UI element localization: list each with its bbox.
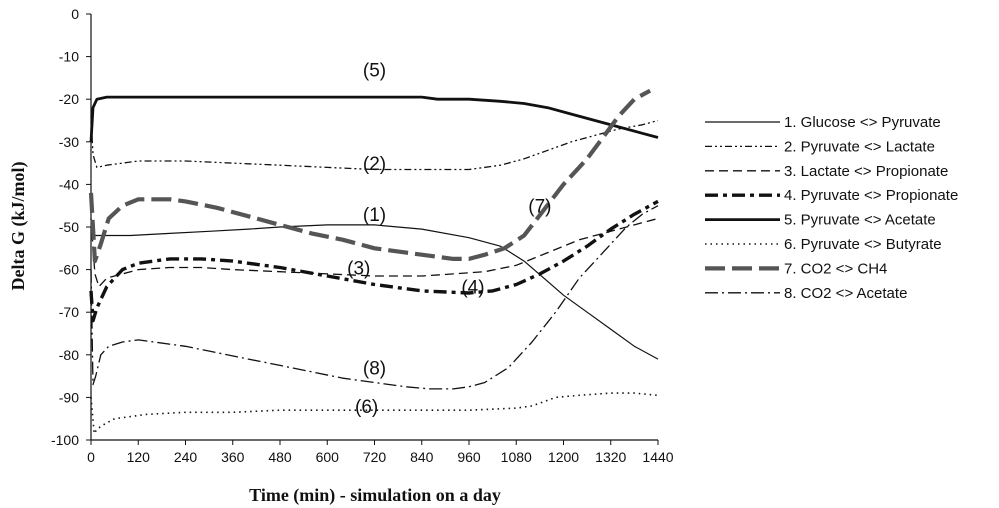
x-tick-label: 720 — [363, 449, 387, 465]
x-axis-title: Time (min) - simulation on a day — [249, 485, 501, 506]
series-line-7 — [88, 88, 652, 264]
y-tick-label: -50 — [59, 219, 79, 235]
x-tick-label: 840 — [410, 449, 434, 465]
series-line-5 — [89, 95, 659, 142]
series-line-1 — [91, 224, 659, 360]
legend-label: 7. CO2 <> CH4 — [784, 260, 887, 277]
annotation-layer: (5) (2) (1) (3) (4) (7) (8) (6) — [347, 60, 551, 418]
axes: 0 -10 -20 -30 -40 -50 -60 -70 -80 -90 -100 0 120 240 3… — [51, 6, 674, 465]
y-tick-label: -100 — [51, 432, 79, 448]
y-tick-label: -10 — [59, 49, 79, 65]
y-tick-label: 0 — [71, 6, 79, 22]
y-tick-label: -60 — [59, 262, 79, 278]
series-annotation: (7) — [528, 197, 551, 218]
legend: 1. Glucose <> Pyruvate 2. Pyruvate <> Lac… — [705, 114, 958, 302]
x-tick-label: 1440 — [642, 449, 673, 465]
y-tick-label: -90 — [59, 389, 79, 405]
series-annotation: (2) — [363, 154, 386, 175]
legend-label: 2. Pyruvate <> Lactate — [784, 138, 935, 155]
x-tick-label: 240 — [174, 449, 198, 465]
y-tick-label: -30 — [59, 134, 79, 150]
y-tick-label: -40 — [59, 176, 79, 192]
series-annotation: (8) — [363, 359, 386, 380]
series-line-3 — [90, 217, 659, 288]
legend-label: 8. CO2 <> Acetate — [784, 285, 907, 302]
x-tick-label: 360 — [221, 449, 245, 465]
legend-label: 3. Lactate <> Propionate — [784, 163, 948, 180]
y-axis-title: Delta G (kJ/mol) — [8, 162, 29, 291]
x-tick-label: 1080 — [501, 449, 532, 465]
legend-label: 5. Pyruvate <> Acetate — [784, 212, 936, 229]
series-line-8 — [90, 205, 659, 390]
series-layer — [88, 88, 659, 435]
x-tick-label: 1320 — [595, 449, 626, 465]
legend-label: 1. Glucose <> Pyruvate — [784, 114, 941, 131]
legend-label: 4. Pyruvate <> Propionate — [784, 187, 958, 204]
x-tick-label: 960 — [457, 449, 481, 465]
y-tick-label: -80 — [59, 347, 79, 363]
legend-label: 6. Pyruvate <> Butyrate — [784, 236, 942, 253]
series-annotation: (5) — [363, 60, 386, 81]
series-line-6 — [90, 392, 659, 435]
x-tick-label: 120 — [127, 449, 151, 465]
x-tick-label: 1200 — [548, 449, 579, 465]
x-tick-label: 600 — [316, 449, 340, 465]
series-annotation: (1) — [363, 205, 386, 226]
x-tick-label: 0 — [87, 449, 95, 465]
series-annotation: (4) — [461, 278, 484, 299]
x-tick-label: 480 — [268, 449, 292, 465]
series-line-2 — [90, 116, 659, 171]
series-annotation: (3) — [347, 258, 370, 279]
series-annotation: (6) — [355, 397, 378, 418]
y-tick-label: -70 — [59, 304, 79, 320]
y-tick-label: -20 — [59, 91, 79, 107]
